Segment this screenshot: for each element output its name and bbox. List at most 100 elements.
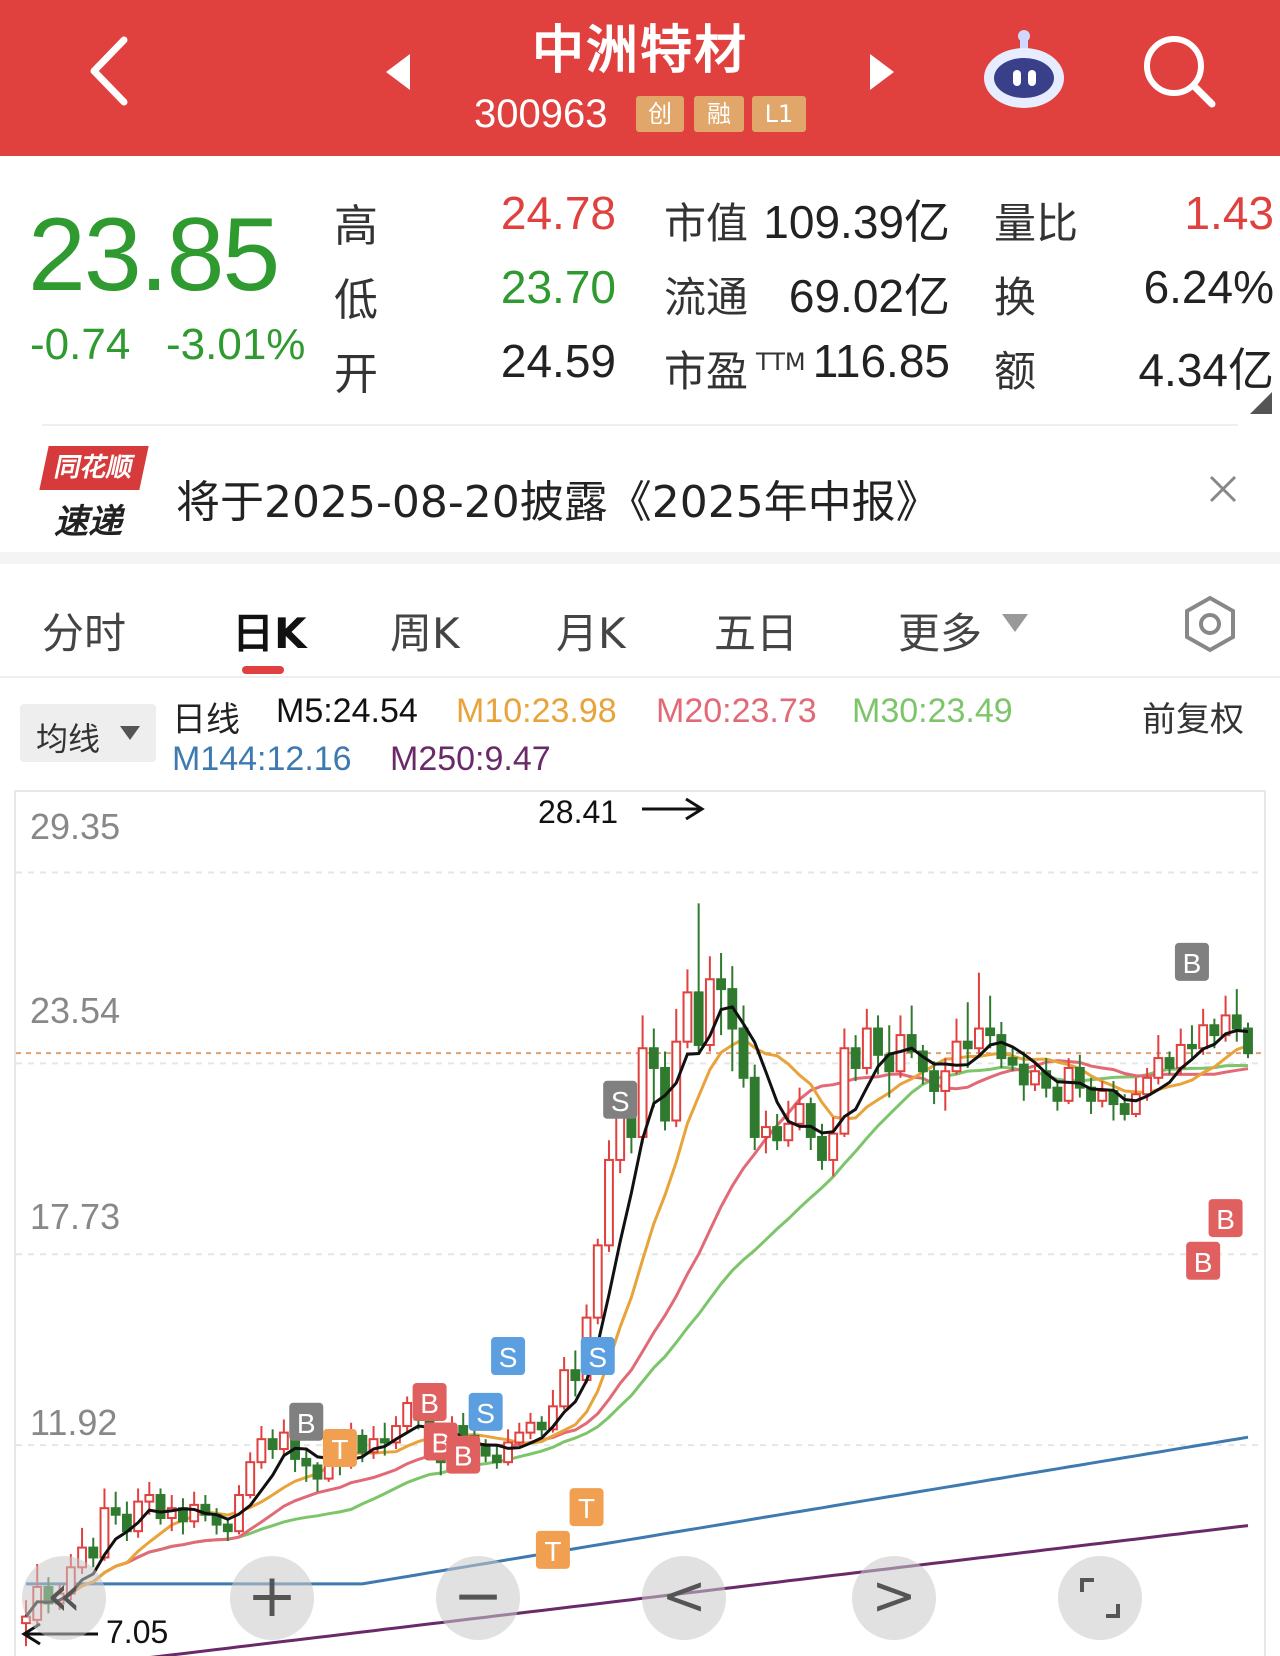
candle-down	[88, 1546, 99, 1559]
candle-down	[648, 1047, 659, 1069]
fullscreen-button[interactable]	[1058, 1556, 1142, 1640]
tab-monthly-k[interactable]: 月K	[556, 609, 626, 658]
prev-button[interactable]: <	[642, 1556, 726, 1640]
candle-up	[166, 1507, 177, 1520]
trade-marker-label: S	[476, 1398, 495, 1429]
search-icon[interactable]	[1140, 32, 1220, 112]
next-stock-icon[interactable]	[866, 52, 896, 92]
candle-down	[749, 1076, 760, 1138]
candle-up	[682, 991, 693, 1043]
ma250-value: M250:9.47	[390, 740, 551, 778]
turnover-label: 换	[994, 273, 1037, 322]
settings-hexagon-icon[interactable]	[1180, 594, 1240, 654]
trade-marker-label: B	[297, 1408, 316, 1439]
low-label: 低	[334, 275, 378, 326]
trade-marker	[412, 1383, 447, 1422]
tag-l1: L1	[752, 96, 806, 132]
candle-up	[1142, 1076, 1153, 1096]
trade-marker	[289, 1402, 324, 1441]
next-button[interactable]: >	[852, 1556, 936, 1640]
candle-down	[222, 1523, 233, 1533]
candle-up	[761, 1126, 771, 1138]
mkt-cap-label: 市值	[664, 199, 749, 248]
candle-down	[480, 1444, 491, 1457]
candle-down	[1007, 1057, 1018, 1066]
candle-down	[850, 1047, 861, 1069]
candle-up	[1198, 1024, 1209, 1050]
float-cap-value: 69.02亿	[788, 270, 950, 322]
trade-marker-label: S	[611, 1086, 630, 1117]
tab-weekly-k[interactable]: 周K	[390, 609, 460, 658]
notice-text[interactable]: 将于2025-08-20披露《2025年中报》	[176, 477, 940, 528]
tab-more[interactable]: 更多	[898, 609, 983, 658]
candle-down	[570, 1369, 581, 1382]
trade-marker	[446, 1435, 481, 1474]
fast-back-button[interactable]: «	[22, 1556, 106, 1640]
close-icon[interactable]	[1208, 474, 1238, 504]
adjust-mode[interactable]: 前复权	[1142, 701, 1244, 739]
fullscreen-icon	[1080, 1578, 1120, 1618]
divider	[42, 424, 1238, 426]
candle-up	[1063, 1066, 1074, 1102]
candle-down	[491, 1454, 502, 1464]
candle-up	[368, 1438, 379, 1454]
candle-up	[974, 1027, 984, 1050]
candle-up	[1097, 1089, 1108, 1102]
candle-up	[604, 1158, 614, 1247]
low-value: 23.70	[500, 261, 616, 313]
candle-down	[772, 1126, 783, 1142]
max-price-label: 28.41	[538, 794, 619, 830]
candle-down	[1052, 1086, 1063, 1102]
candle-down	[379, 1438, 390, 1444]
zoom-out-button[interactable]: −	[436, 1556, 520, 1640]
tab-intraday[interactable]: 分时	[42, 609, 127, 658]
high-value: 24.78	[500, 187, 616, 239]
open-value: 24.59	[500, 335, 616, 387]
trade-marker	[569, 1488, 604, 1527]
stock-code: 300963	[474, 92, 608, 136]
trade-marker-label: T	[544, 1536, 561, 1567]
candle-up	[144, 1494, 155, 1503]
ma20-line	[24, 1059, 1249, 1618]
chevron-down-icon[interactable]	[1000, 612, 1030, 634]
ma20-value: M20:23.73	[656, 692, 817, 730]
section-gap	[0, 552, 1280, 564]
arrow-right-icon	[642, 797, 705, 821]
pe-value: 116.85	[812, 335, 950, 387]
trade-marker	[468, 1392, 503, 1431]
float-cap-label: 流通	[664, 273, 749, 322]
y-tick-label: 23.54	[30, 990, 121, 1031]
trade-marker-label: T	[331, 1434, 348, 1465]
candle-up	[861, 1027, 872, 1069]
candle-up	[189, 1503, 200, 1523]
robot-assistant-icon[interactable]	[980, 28, 1068, 112]
period-label: 日线	[172, 701, 240, 739]
candle-up	[940, 1070, 951, 1092]
top-bar: 中洲特材 300963 创 融 L1	[0, 0, 1280, 156]
zoom-in-button[interactable]: +	[230, 1556, 314, 1640]
trade-marker	[603, 1080, 638, 1119]
open-label: 开	[334, 349, 378, 400]
trade-marker	[1208, 1199, 1243, 1238]
ma10-value: M10:23.98	[456, 692, 617, 730]
ma-selector[interactable]: 均线	[20, 704, 156, 762]
tab-daily-k[interactable]: 日K	[232, 609, 307, 658]
back-icon[interactable]	[86, 34, 132, 108]
expand-corner-icon[interactable]	[1250, 392, 1272, 414]
prev-stock-icon[interactable]	[384, 52, 414, 92]
candle-down	[873, 1027, 883, 1056]
candle-down	[458, 1425, 469, 1437]
tab-five-day[interactable]: 五日	[714, 609, 799, 658]
trade-marker	[322, 1429, 357, 1468]
candle-down	[929, 1070, 940, 1092]
ma5-line	[24, 1005, 1249, 1618]
candle-down	[1187, 1043, 1197, 1050]
amount-label: 额	[994, 347, 1037, 396]
candle-down	[1119, 1103, 1130, 1115]
candle-down	[693, 991, 704, 1046]
candle-up	[839, 1047, 850, 1135]
y-tick-label: 29.35	[30, 806, 121, 847]
high-label: 高	[334, 201, 378, 252]
tag-rong: 融	[694, 96, 744, 132]
